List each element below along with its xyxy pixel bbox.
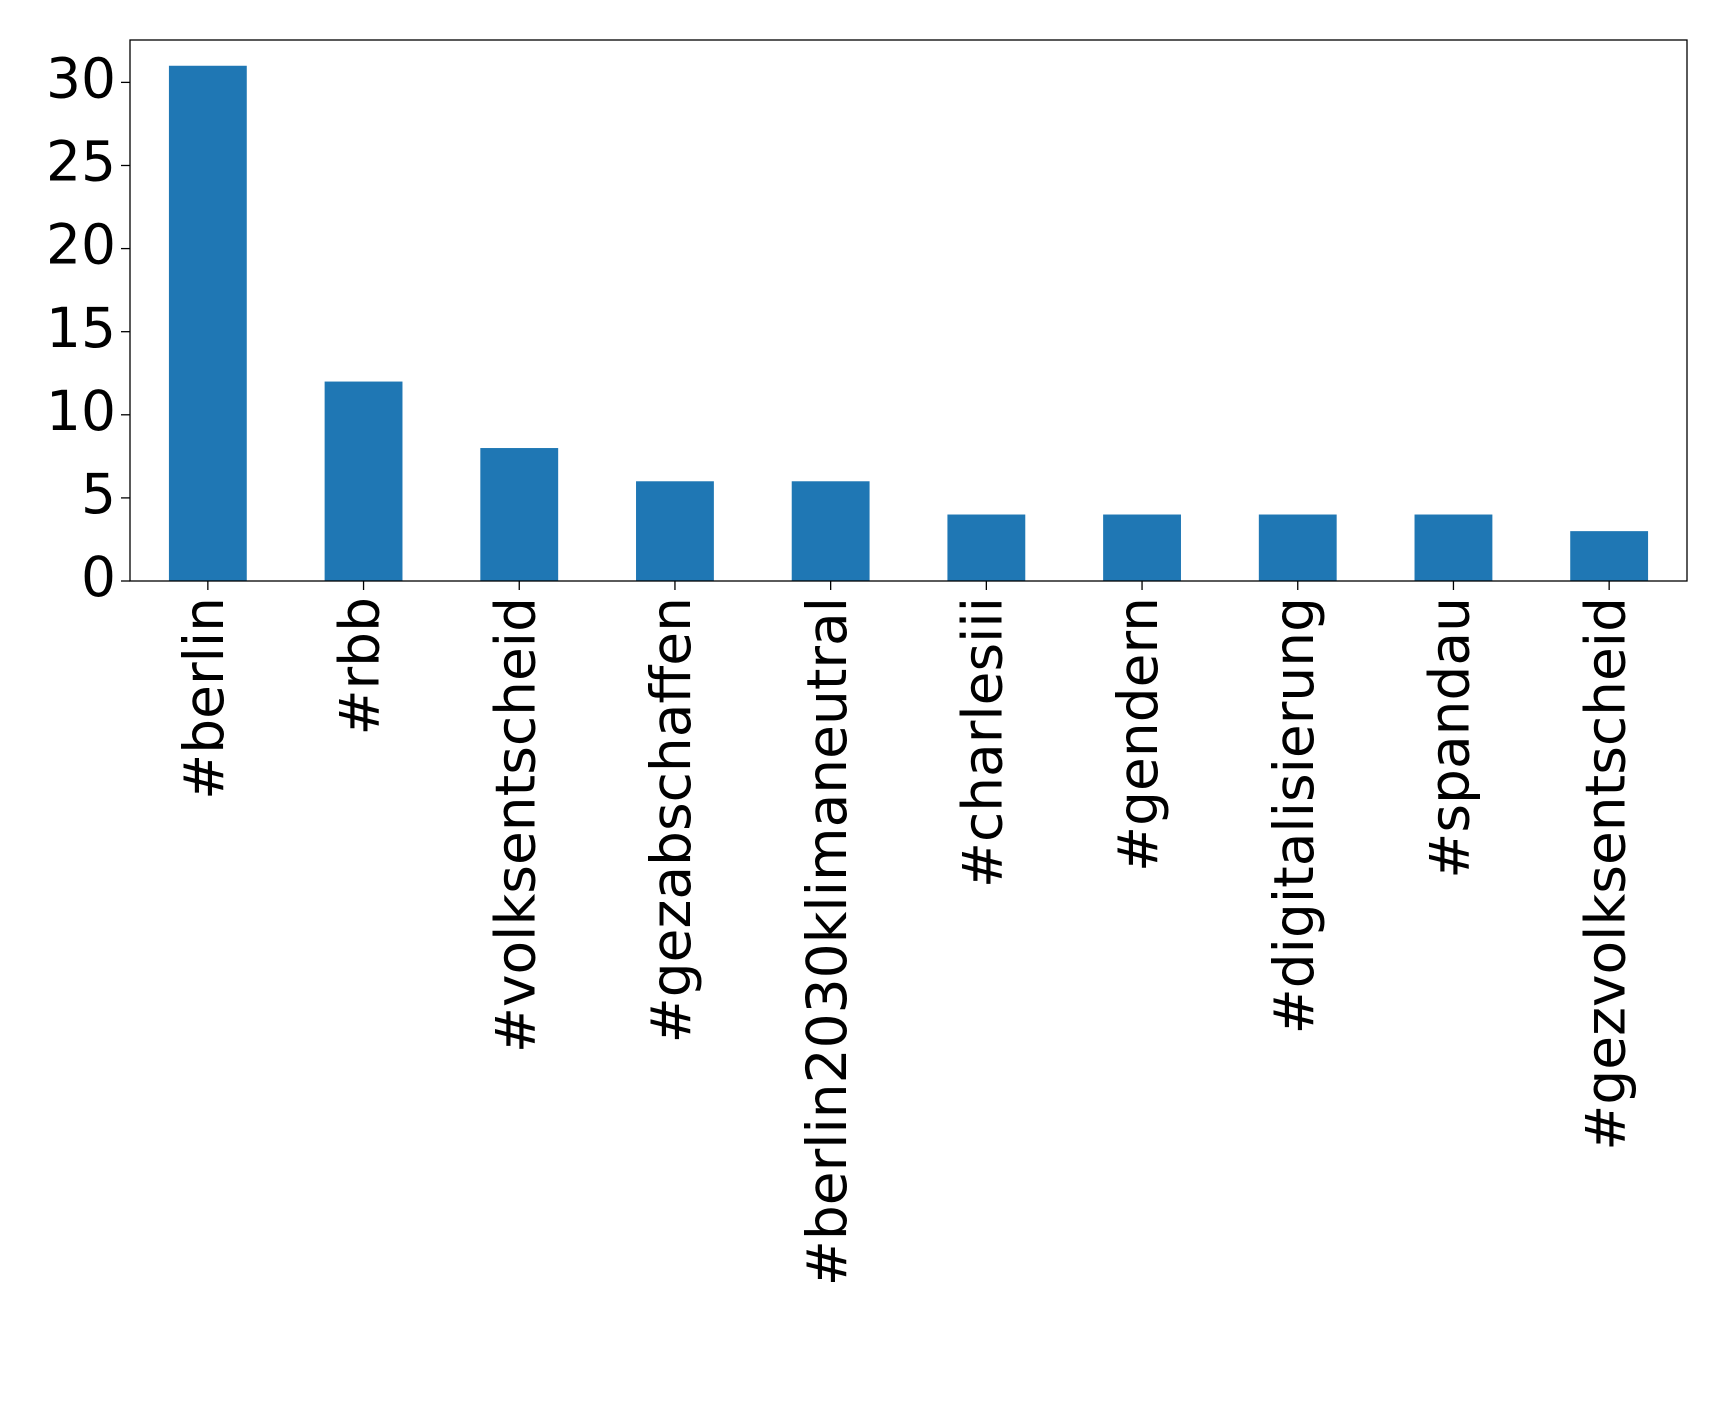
y-tick-label: 15 bbox=[46, 296, 116, 360]
bar bbox=[324, 381, 403, 581]
y-tick-label: 25 bbox=[46, 130, 116, 194]
bar bbox=[480, 448, 559, 581]
y-tick-label: 20 bbox=[46, 213, 116, 277]
bar bbox=[1258, 514, 1337, 581]
bar bbox=[1414, 514, 1493, 581]
y-tick-label: 0 bbox=[81, 545, 116, 609]
bar bbox=[791, 481, 870, 581]
x-tick-label: #digitalisierung bbox=[1262, 597, 1326, 1034]
bar bbox=[947, 514, 1026, 581]
x-tick-label: #charlesiii bbox=[950, 597, 1014, 888]
bar bbox=[1103, 514, 1181, 581]
y-tick-label: 30 bbox=[46, 47, 116, 111]
x-tick-label: #berlin2030klimaneutral bbox=[795, 597, 859, 1286]
x-tick-label: #gezvolksentscheid bbox=[1573, 597, 1637, 1151]
x-tick-label: #berlin bbox=[172, 597, 236, 800]
plot-frame bbox=[129, 39, 1688, 582]
bar bbox=[168, 65, 247, 581]
bar bbox=[636, 481, 714, 581]
x-tick-label: #gezabschaffen bbox=[639, 597, 703, 1043]
y-tick-label: 10 bbox=[46, 379, 116, 443]
x-tick-label: #rbb bbox=[328, 597, 392, 736]
y-tick-label: 5 bbox=[81, 462, 116, 526]
bar bbox=[1570, 531, 1649, 581]
x-tick-label: #spandau bbox=[1418, 597, 1482, 879]
x-tick-label: #volksentscheid bbox=[483, 597, 547, 1053]
x-tick-label: #gendern bbox=[1106, 597, 1170, 872]
